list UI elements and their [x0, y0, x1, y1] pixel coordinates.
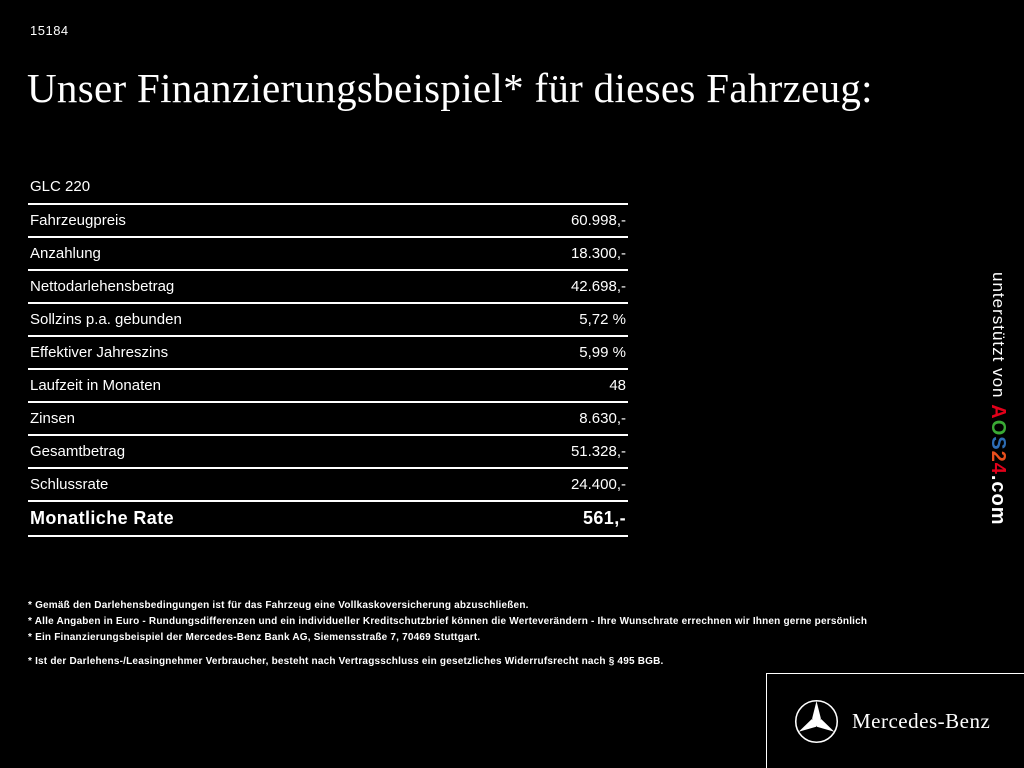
supported-by-text: unterstützt von	[989, 272, 1008, 405]
brand-letters: AOS24	[987, 404, 1009, 475]
page-title: Unser Finanzierungsbeispiel* für dieses …	[27, 65, 873, 111]
row-value: 60.998,-	[570, 212, 626, 229]
monthly-rate-label: Monatliche Rate	[30, 508, 175, 528]
footnote: * Ist der Darlehens-/Leasingnehmer Verbr…	[28, 656, 664, 667]
finance-rows: Fahrzeugpreis 60.998,- Anzahlung 18.300,…	[28, 205, 628, 502]
finance-table: GLC 220 Fahrzeugpreis 60.998,- Anzahlung…	[28, 170, 628, 537]
row-label: Nettodarlehensbetrag	[30, 278, 175, 295]
row-label: Anzahlung	[30, 245, 101, 262]
footnote: * Alle Angaben in Euro - Rundungsdiffere…	[28, 616, 868, 627]
brand-letter: 2	[987, 450, 1009, 463]
finance-table-row: Effektiver Jahreszins 5,99 %	[28, 337, 628, 370]
row-label: Sollzins p.a. gebunden	[30, 311, 182, 328]
row-value: 42.698,-	[570, 278, 626, 295]
model-row: GLC 220	[28, 170, 628, 205]
monthly-rate-row: Monatliche Rate 561,-	[28, 502, 628, 537]
brand-wordmark: Mercedes-Benz	[852, 708, 991, 733]
row-label: Fahrzeugpreis	[30, 212, 126, 229]
row-value: 48	[609, 377, 626, 394]
row-label: Schlussrate	[30, 476, 109, 493]
footer: Mercedes-Benz	[766, 673, 1024, 768]
brand-domain-suffix: .com	[987, 474, 1009, 526]
finance-table-row: Gesamtbetrag 51.328,-	[28, 436, 628, 469]
row-value: 5,99 %	[579, 344, 626, 361]
finance-table-row: Nettodarlehensbetrag 42.698,-	[28, 271, 628, 304]
row-label: Laufzeit in Monaten	[30, 377, 161, 394]
row-label: Effektiver Jahreszins	[30, 344, 169, 361]
row-value: 18.300,-	[570, 245, 626, 262]
model-name: GLC 220	[30, 178, 91, 195]
footnote: * Ein Finanzierungsbeispiel der Mercedes…	[28, 632, 481, 643]
footnotes: * Gemäß den Darlehensbedingungen ist für…	[28, 598, 868, 670]
footnote: * Gemäß den Darlehensbedingungen ist für…	[28, 600, 529, 611]
row-label: Zinsen	[30, 410, 76, 427]
mercedes-star-icon	[794, 699, 839, 743]
brand-letter: 4	[987, 462, 1009, 475]
row-value: 24.400,-	[570, 476, 626, 493]
brand-letter: O	[987, 419, 1009, 437]
brand-letter: A	[987, 404, 1009, 420]
supported-by-vertical: unterstützt von AOS24.com	[986, 272, 1009, 526]
row-value: 51.328,-	[570, 443, 626, 460]
finance-table-row: Laufzeit in Monaten 48	[28, 370, 628, 403]
row-value: 8.630,-	[579, 410, 626, 427]
brand-letter: S	[987, 436, 1009, 451]
finance-table-row: Sollzins p.a. gebunden 5,72 %	[28, 304, 628, 337]
row-value: 5,72 %	[579, 311, 626, 328]
monthly-rate-value: 561,-	[582, 508, 626, 528]
finance-table-row: Schlussrate 24.400,-	[28, 469, 628, 502]
reference-number: 15184	[30, 23, 69, 38]
row-label: Gesamtbetrag	[30, 443, 126, 460]
finance-table-row: Anzahlung 18.300,-	[28, 238, 628, 271]
finance-table-row: Zinsen 8.630,-	[28, 403, 628, 436]
finance-table-row: Fahrzeugpreis 60.998,-	[28, 205, 628, 238]
